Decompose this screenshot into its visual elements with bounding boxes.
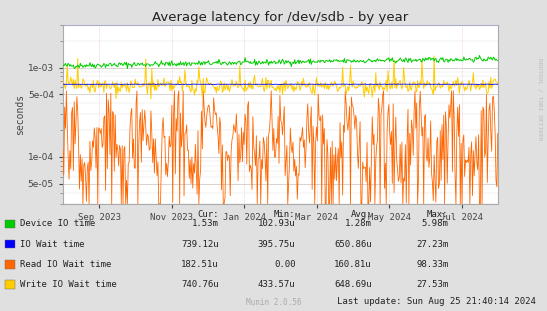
Text: 102.93u: 102.93u bbox=[258, 220, 295, 228]
Text: 648.69u: 648.69u bbox=[334, 280, 372, 289]
Text: 433.57u: 433.57u bbox=[258, 280, 295, 289]
Text: IO Wait time: IO Wait time bbox=[20, 240, 84, 248]
Text: 395.75u: 395.75u bbox=[258, 240, 295, 248]
Text: Cur:: Cur: bbox=[197, 210, 219, 219]
Text: 1.28m: 1.28m bbox=[345, 220, 372, 228]
Text: 98.33m: 98.33m bbox=[416, 260, 449, 269]
Text: 739.12u: 739.12u bbox=[181, 240, 219, 248]
Text: 0.00: 0.00 bbox=[274, 260, 295, 269]
Title: Average latency for /dev/sdb - by year: Average latency for /dev/sdb - by year bbox=[152, 11, 409, 24]
Text: 650.86u: 650.86u bbox=[334, 240, 372, 248]
Text: 740.76u: 740.76u bbox=[181, 280, 219, 289]
Text: Write IO Wait time: Write IO Wait time bbox=[20, 280, 117, 289]
Text: Device IO time: Device IO time bbox=[20, 220, 95, 228]
Text: Read IO Wait time: Read IO Wait time bbox=[20, 260, 111, 269]
Text: RRDTOOL / TOBI OETIKER: RRDTOOL / TOBI OETIKER bbox=[538, 58, 543, 141]
Text: Min:: Min: bbox=[274, 210, 295, 219]
Text: 1.53m: 1.53m bbox=[192, 220, 219, 228]
Text: Munin 2.0.56: Munin 2.0.56 bbox=[246, 298, 301, 307]
Text: 5.98m: 5.98m bbox=[422, 220, 449, 228]
Text: Max:: Max: bbox=[427, 210, 449, 219]
Y-axis label: seconds: seconds bbox=[15, 94, 25, 135]
Text: Avg:: Avg: bbox=[351, 210, 372, 219]
Text: 27.23m: 27.23m bbox=[416, 240, 449, 248]
Text: 160.81u: 160.81u bbox=[334, 260, 372, 269]
Text: 27.53m: 27.53m bbox=[416, 280, 449, 289]
Text: 182.51u: 182.51u bbox=[181, 260, 219, 269]
Text: Last update: Sun Aug 25 21:40:14 2024: Last update: Sun Aug 25 21:40:14 2024 bbox=[337, 297, 536, 306]
